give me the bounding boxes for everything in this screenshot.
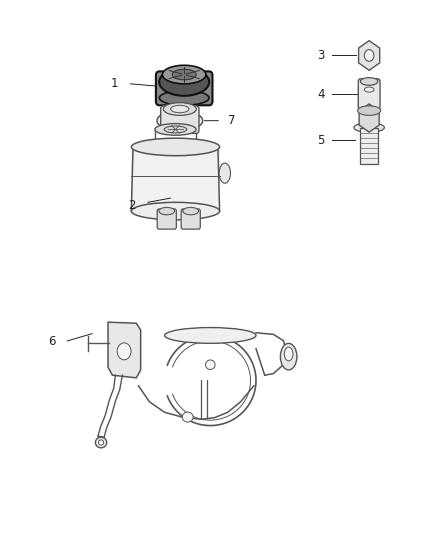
Ellipse shape: [284, 347, 293, 361]
Text: 2: 2: [128, 199, 136, 212]
Text: 1: 1: [111, 77, 118, 90]
Text: 5: 5: [318, 134, 325, 147]
Ellipse shape: [183, 207, 198, 215]
FancyBboxPatch shape: [358, 79, 380, 110]
Text: 6: 6: [48, 335, 55, 348]
Text: 3: 3: [318, 49, 325, 62]
Ellipse shape: [205, 360, 215, 369]
FancyBboxPatch shape: [161, 106, 199, 133]
FancyBboxPatch shape: [181, 209, 200, 229]
FancyBboxPatch shape: [157, 209, 177, 229]
Ellipse shape: [155, 124, 196, 135]
Polygon shape: [131, 147, 219, 211]
Ellipse shape: [157, 111, 203, 131]
Ellipse shape: [131, 138, 219, 156]
Ellipse shape: [95, 437, 107, 448]
Ellipse shape: [219, 163, 230, 183]
Ellipse shape: [163, 103, 196, 115]
Circle shape: [364, 50, 374, 61]
FancyBboxPatch shape: [156, 71, 212, 106]
Text: 4: 4: [318, 87, 325, 101]
Ellipse shape: [131, 203, 219, 220]
Polygon shape: [108, 322, 141, 378]
Ellipse shape: [354, 123, 385, 132]
Ellipse shape: [182, 412, 193, 422]
Ellipse shape: [172, 69, 196, 80]
Ellipse shape: [159, 68, 209, 96]
Ellipse shape: [357, 106, 381, 115]
Ellipse shape: [360, 78, 378, 85]
Ellipse shape: [165, 328, 256, 343]
Text: 7: 7: [228, 114, 236, 127]
Circle shape: [117, 343, 131, 360]
Ellipse shape: [164, 126, 187, 133]
Ellipse shape: [162, 65, 206, 84]
FancyBboxPatch shape: [360, 127, 378, 164]
Ellipse shape: [280, 343, 297, 370]
Ellipse shape: [364, 87, 374, 92]
Ellipse shape: [99, 440, 104, 445]
Ellipse shape: [159, 91, 209, 106]
Ellipse shape: [159, 207, 175, 215]
Ellipse shape: [171, 106, 189, 113]
